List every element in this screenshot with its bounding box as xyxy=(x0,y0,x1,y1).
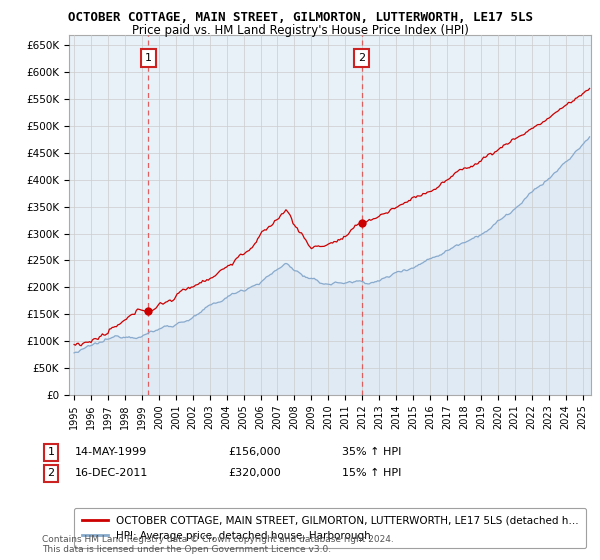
Text: 35% ↑ HPI: 35% ↑ HPI xyxy=(342,447,401,458)
Text: 14-MAY-1999: 14-MAY-1999 xyxy=(75,447,147,458)
Legend: OCTOBER COTTAGE, MAIN STREET, GILMORTON, LUTTERWORTH, LE17 5LS (detached h…, HPI: OCTOBER COTTAGE, MAIN STREET, GILMORTON,… xyxy=(74,508,586,548)
Text: OCTOBER COTTAGE, MAIN STREET, GILMORTON, LUTTERWORTH, LE17 5LS: OCTOBER COTTAGE, MAIN STREET, GILMORTON,… xyxy=(67,11,533,24)
Text: 2: 2 xyxy=(47,468,55,478)
Text: Price paid vs. HM Land Registry's House Price Index (HPI): Price paid vs. HM Land Registry's House … xyxy=(131,24,469,36)
Text: 1: 1 xyxy=(145,53,152,63)
Text: 2: 2 xyxy=(358,53,365,63)
Text: 15% ↑ HPI: 15% ↑ HPI xyxy=(342,468,401,478)
Text: £320,000: £320,000 xyxy=(228,468,281,478)
Text: 16-DEC-2011: 16-DEC-2011 xyxy=(75,468,148,478)
Text: £156,000: £156,000 xyxy=(228,447,281,458)
Text: 1: 1 xyxy=(47,447,55,458)
Text: Contains HM Land Registry data © Crown copyright and database right 2024.
This d: Contains HM Land Registry data © Crown c… xyxy=(42,535,394,554)
